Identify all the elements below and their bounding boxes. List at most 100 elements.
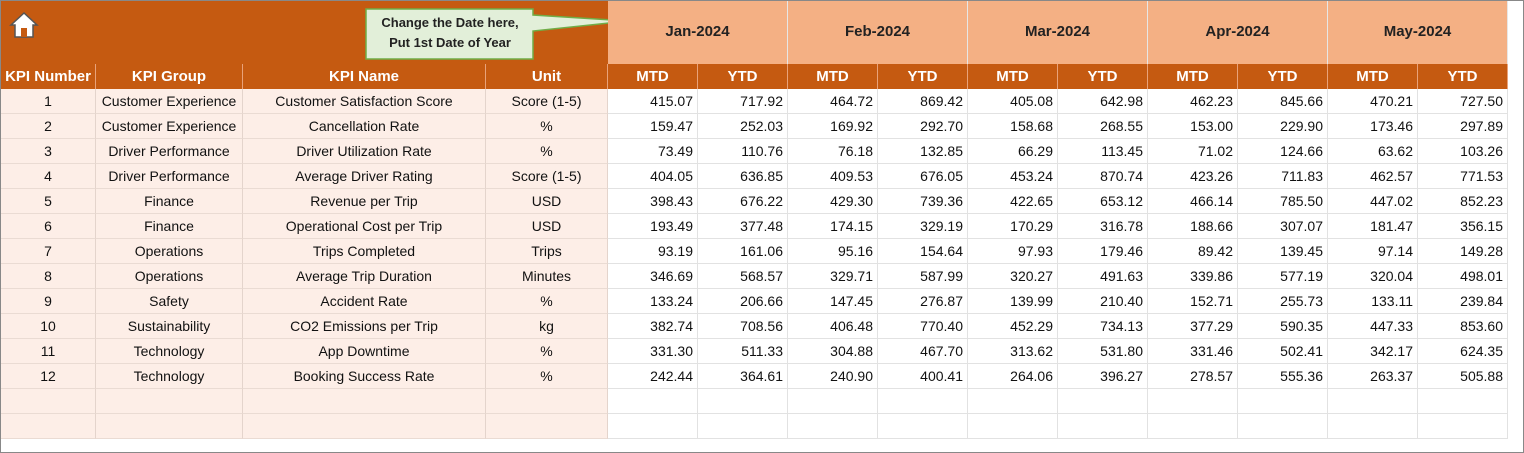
text-cell: Finance (96, 214, 243, 239)
value-cell (878, 414, 968, 439)
value-cell: 342.17 (1328, 339, 1418, 364)
value-cell: 356.15 (1418, 214, 1508, 239)
value-cell: 447.33 (1328, 314, 1418, 339)
text-cell: 5 (1, 189, 96, 214)
value-cell: 63.62 (1328, 139, 1418, 164)
value-cell: 154.64 (878, 239, 968, 264)
value-cell: 452.29 (968, 314, 1058, 339)
text-cell: Customer Experience (96, 114, 243, 139)
value-cell: 447.02 (1328, 189, 1418, 214)
sub-header: MTD (1148, 64, 1238, 89)
value-cell: 429.30 (788, 189, 878, 214)
value-cell (1418, 389, 1508, 414)
text-cell: App Downtime (243, 339, 486, 364)
column-header: KPI Number (1, 64, 96, 89)
column-header: Unit (486, 64, 608, 89)
text-cell: 2 (1, 114, 96, 139)
value-cell (608, 389, 698, 414)
text-cell: Average Trip Duration (243, 264, 486, 289)
callout: Change the Date here, Put 1st Date of Ye… (367, 13, 533, 53)
value-cell: 239.84 (1418, 289, 1508, 314)
value-cell: 642.98 (1058, 89, 1148, 114)
value-cell: 297.89 (1418, 114, 1508, 139)
value-cell (1328, 389, 1418, 414)
text-cell: Accident Rate (243, 289, 486, 314)
value-cell: 170.29 (968, 214, 1058, 239)
value-cell (1148, 414, 1238, 439)
value-cell: 188.66 (1148, 214, 1238, 239)
sub-header: YTD (1238, 64, 1328, 89)
value-cell: 785.50 (1238, 189, 1328, 214)
value-cell (1328, 414, 1418, 439)
value-cell: 316.78 (1058, 214, 1148, 239)
value-cell: 76.18 (788, 139, 878, 164)
value-cell: 346.69 (608, 264, 698, 289)
value-cell: 405.08 (968, 89, 1058, 114)
value-cell: 329.71 (788, 264, 878, 289)
text-cell: Trips Completed (243, 239, 486, 264)
value-cell: 676.22 (698, 189, 788, 214)
value-cell: 229.90 (1238, 114, 1328, 139)
value-cell: 339.86 (1148, 264, 1238, 289)
month-header: Feb-2024 (788, 1, 968, 64)
value-cell: 181.47 (1328, 214, 1418, 239)
sub-header: YTD (878, 64, 968, 89)
value-cell (1238, 389, 1328, 414)
text-cell (243, 414, 486, 439)
text-cell: CO2 Emissions per Trip (243, 314, 486, 339)
sub-header: MTD (968, 64, 1058, 89)
value-cell: 278.57 (1148, 364, 1238, 389)
value-cell: 636.85 (698, 164, 788, 189)
value-cell: 853.60 (1418, 314, 1508, 339)
text-cell: Driver Utilization Rate (243, 139, 486, 164)
value-cell: 453.24 (968, 164, 1058, 189)
value-cell: 377.29 (1148, 314, 1238, 339)
text-cell: % (486, 139, 608, 164)
text-cell: Score (1-5) (486, 164, 608, 189)
value-cell: 498.01 (1418, 264, 1508, 289)
text-cell: Revenue per Trip (243, 189, 486, 214)
value-cell: 364.61 (698, 364, 788, 389)
sub-header: MTD (1328, 64, 1418, 89)
value-cell: 276.87 (878, 289, 968, 314)
sub-header: YTD (698, 64, 788, 89)
value-cell (698, 414, 788, 439)
month-header: Apr-2024 (1148, 1, 1328, 64)
value-cell: 502.41 (1238, 339, 1328, 364)
value-cell: 132.85 (878, 139, 968, 164)
value-cell (788, 414, 878, 439)
value-cell (968, 389, 1058, 414)
value-cell: 404.05 (608, 164, 698, 189)
value-cell: 159.47 (608, 114, 698, 139)
text-cell: Customer Satisfaction Score (243, 89, 486, 114)
value-cell: 169.92 (788, 114, 878, 139)
text-cell: 4 (1, 164, 96, 189)
text-cell: Driver Performance (96, 164, 243, 189)
value-cell (608, 414, 698, 439)
text-cell: Sustainability (96, 314, 243, 339)
value-cell: 870.74 (1058, 164, 1148, 189)
value-cell (1148, 389, 1238, 414)
text-cell: Booking Success Rate (243, 364, 486, 389)
text-cell: 1 (1, 89, 96, 114)
value-cell: 147.45 (788, 289, 878, 314)
sub-header: MTD (608, 64, 698, 89)
home-icon[interactable] (9, 11, 39, 39)
text-cell: 11 (1, 339, 96, 364)
text-cell: USD (486, 214, 608, 239)
text-cell: USD (486, 189, 608, 214)
value-cell: 124.66 (1238, 139, 1328, 164)
value-cell (1418, 414, 1508, 439)
text-cell (1, 414, 96, 439)
value-cell: 382.74 (608, 314, 698, 339)
value-cell: 152.71 (1148, 289, 1238, 314)
value-cell: 555.36 (1238, 364, 1328, 389)
value-cell: 133.11 (1328, 289, 1418, 314)
text-cell: Operations (96, 264, 243, 289)
value-cell: 264.06 (968, 364, 1058, 389)
value-cell (788, 389, 878, 414)
value-cell (968, 414, 1058, 439)
value-cell: 415.07 (608, 89, 698, 114)
value-cell: 252.03 (698, 114, 788, 139)
text-cell: Minutes (486, 264, 608, 289)
